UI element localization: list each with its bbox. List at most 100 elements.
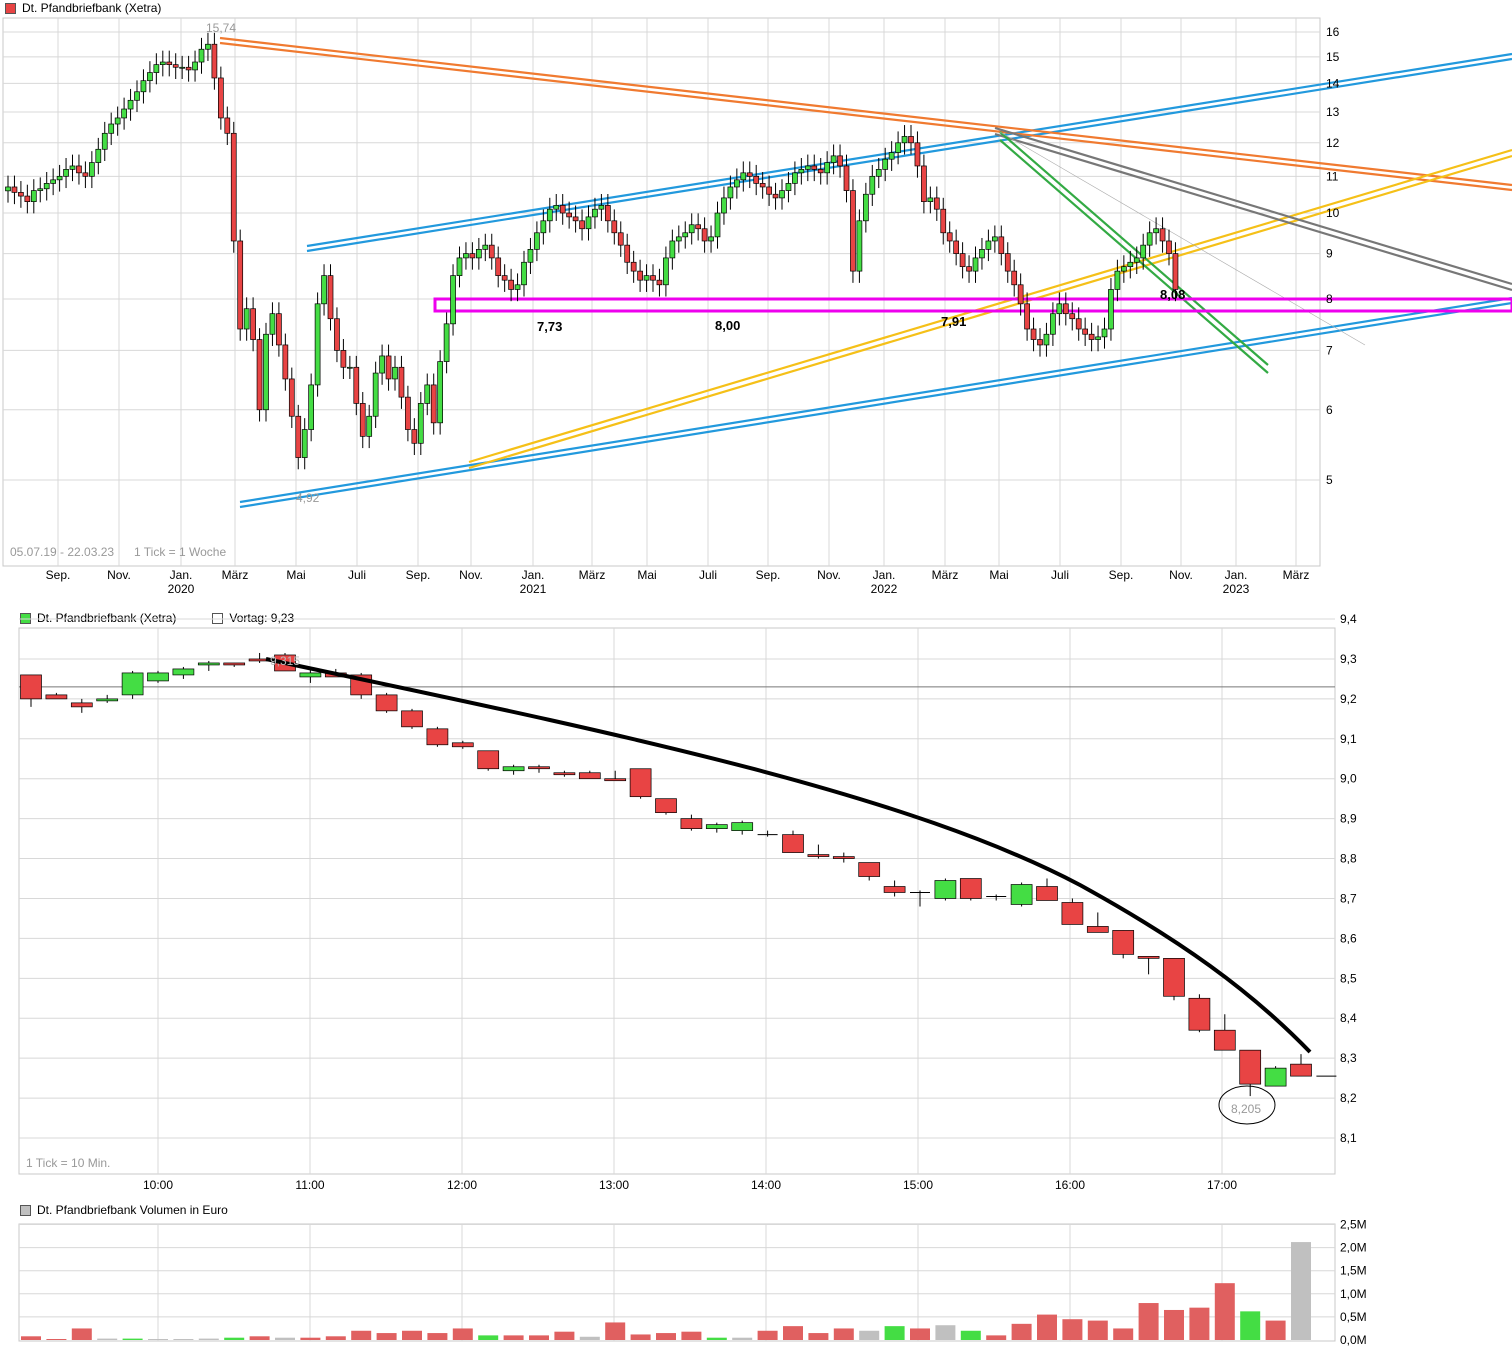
- intraday-candle: [375, 692, 398, 713]
- weekly-candle: [1030, 317, 1037, 352]
- weekly-candle: [721, 186, 727, 225]
- intraday-candle: [1264, 1066, 1287, 1087]
- weekly-candle: [566, 201, 573, 229]
- intraday-candle: [1290, 1054, 1312, 1077]
- intraday-x-tick: 11:00: [295, 1178, 324, 1192]
- volume-bar: [1113, 1328, 1134, 1340]
- weekly-candle: [50, 168, 57, 196]
- intraday-candle-body: [883, 886, 906, 893]
- intraday-high-label: 9,315: [270, 654, 300, 668]
- weekly-candle: [979, 237, 985, 270]
- weekly-candle-body: [153, 64, 160, 73]
- weekly-candle-body: [1056, 303, 1063, 315]
- weekly-candle-body: [463, 253, 469, 259]
- weekly-candle-body: [1120, 266, 1127, 272]
- weekly-candle: [476, 237, 482, 270]
- volume-bar: [46, 1339, 67, 1340]
- weekly-candle-body: [1088, 333, 1095, 340]
- intraday-candle-body: [20, 674, 42, 700]
- weekly-candle: [347, 355, 353, 380]
- weekly-candle: [411, 418, 418, 456]
- weekly-candle: [656, 268, 663, 297]
- weekly-candle: [37, 177, 44, 203]
- weekly-candle: [572, 205, 579, 233]
- weekly-candle-body: [1159, 228, 1166, 242]
- volume-bar: [859, 1330, 880, 1340]
- weekly-candle: [417, 392, 424, 456]
- volume-bar: [1265, 1320, 1286, 1340]
- volume-bar: [452, 1328, 473, 1340]
- weekly-candle-body: [456, 257, 463, 276]
- volume-bar: [376, 1333, 397, 1340]
- intraday-candle-body: [223, 662, 246, 666]
- intraday-chart: 8,205 9,315 8,1 8,2 8,3 8,4 8,5 8,6 8,7 8,8 8,9 9…: [18, 612, 1357, 1192]
- weekly-candle: [643, 264, 650, 292]
- weekly-candle-body: [985, 240, 992, 250]
- weekly-candle-body: [134, 91, 140, 101]
- weekly-candle: [740, 161, 747, 192]
- weekly-x-tick: Mai: [286, 568, 305, 582]
- intraday-y-tick: 8,1: [1340, 1131, 1357, 1145]
- intraday-candle: [1086, 912, 1109, 933]
- weekly-candle-body: [411, 429, 418, 444]
- weekly-candle-body: [811, 165, 818, 170]
- intraday-candle-body: [1137, 956, 1160, 959]
- weekly-candle-body: [263, 333, 269, 411]
- weekly-candle-body: [359, 403, 366, 437]
- weekly-candle: [817, 157, 824, 185]
- weekly-candle-body: [921, 165, 927, 202]
- weekly-candle: [682, 221, 689, 249]
- weekly-candle-body: [1037, 339, 1043, 346]
- weekly-candle: [837, 144, 843, 178]
- weekly-candle-body: [69, 165, 76, 170]
- volume-bar: [97, 1338, 118, 1340]
- weekly-candle-body: [972, 257, 979, 272]
- volume-bar: [300, 1337, 321, 1340]
- weekly-candle-body: [559, 205, 566, 214]
- intraday-candle-body: [45, 694, 68, 700]
- weekly-candle-body: [669, 240, 676, 259]
- volume-y-tick: 0,5M: [1340, 1310, 1367, 1324]
- intraday-y-axis: 8,1 8,2 8,3 8,4 8,5 8,6 8,7 8,8 8,9 9,0 9,1 9,2 9,3 9…: [1340, 612, 1357, 1145]
- weekly-candle-body: [372, 372, 379, 417]
- weekly-candle: [546, 197, 553, 233]
- volume-bar: [554, 1331, 575, 1340]
- volume-bar: [656, 1333, 676, 1340]
- weekly-candle-body: [759, 183, 766, 188]
- weekly-candle-body: [572, 216, 579, 222]
- intraday-candle: [223, 662, 246, 667]
- intraday-candle-body: [1086, 926, 1109, 933]
- weekly-candle-body: [798, 169, 805, 174]
- weekly-footer-range: 05.07.19 - 22.03.23: [10, 545, 114, 559]
- intraday-candle: [502, 764, 525, 775]
- weekly-candle-body: [237, 240, 244, 330]
- intraday-candle: [832, 852, 855, 863]
- chart2-legend: Dt. Pfandbriefbank (Xetra) Vortag: 9,23: [20, 611, 294, 625]
- volume-bar: [1062, 1319, 1083, 1340]
- weekly-candle: [237, 229, 244, 341]
- weekly-candle-body: [753, 175, 760, 184]
- intraday-candle-body: [451, 742, 474, 748]
- weekly-candle: [669, 229, 676, 270]
- volume-y-tick: 1,5M: [1340, 1264, 1367, 1278]
- weekly-candle-body: [650, 275, 656, 281]
- weekly-candle: [604, 194, 611, 233]
- weekly-candle-body: [5, 186, 11, 192]
- weekly-candle-body: [340, 350, 347, 368]
- weekly-candle: [43, 171, 50, 201]
- weekly-candle-body: [540, 220, 547, 234]
- intraday-candle: [731, 820, 754, 835]
- weekly-candle-body: [501, 275, 508, 281]
- weekly-candle-body: [514, 284, 521, 290]
- weekly-x-tick: Sep.: [46, 568, 71, 582]
- chart1-legend: Dt. Pfandbriefbank (Xetra): [5, 1, 161, 15]
- weekly-candle: [695, 213, 702, 241]
- weekly-grid: [3, 18, 1320, 566]
- intraday-candle-body: [807, 854, 830, 857]
- weekly-candle: [295, 404, 302, 470]
- weekly-candle: [1153, 217, 1159, 245]
- weekly-candle: [798, 157, 805, 185]
- volume-bar: [884, 1326, 905, 1340]
- weekly-candle-body: [1153, 228, 1159, 234]
- up-color-swatch: [20, 612, 31, 624]
